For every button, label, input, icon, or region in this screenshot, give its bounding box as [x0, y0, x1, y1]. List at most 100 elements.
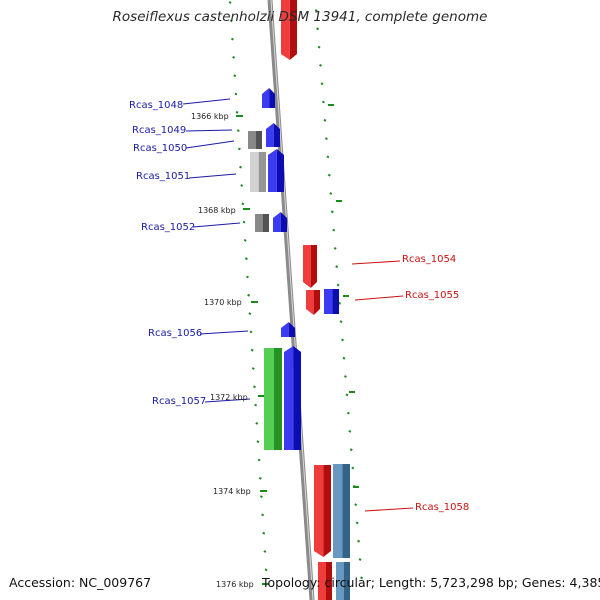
feature-face [333, 464, 343, 558]
leader-line [354, 295, 404, 301]
feature-Rcas_1051[interactable] [268, 149, 284, 192]
gene-label-Rcas_1055[interactable]: Rcas_1055 [405, 290, 459, 301]
tick-mark [249, 330, 253, 334]
feature-red-top[interactable] [281, 0, 297, 60]
feature-side [343, 562, 350, 600]
gene-label-Rcas_1051[interactable]: Rcas_1051 [136, 171, 190, 182]
tick-mark [251, 367, 255, 370]
feature-side [258, 152, 266, 192]
tick-mark [237, 147, 241, 151]
feature-Rcas_1050[interactable] [248, 131, 262, 149]
tick-mark [322, 100, 325, 104]
tick-mark [360, 576, 363, 580]
tick-mark [327, 173, 331, 177]
feature-side [332, 289, 339, 314]
kbp-label: 1368 kbp [198, 206, 236, 215]
tick-mark [228, 1, 232, 4]
tick-mark [236, 129, 240, 132]
feature-steel-bottom[interactable] [336, 562, 350, 600]
feature-face [336, 562, 344, 600]
gene-label-Rcas_1048[interactable]: Rcas_1048 [129, 100, 183, 111]
feature-Rcas_1057-green[interactable] [264, 348, 282, 450]
feature-side [325, 562, 332, 600]
feature-side [273, 348, 282, 450]
tick-mark [354, 503, 358, 506]
kbp-label: 1372 kbp [210, 393, 248, 402]
gene-label-Rcas_1057[interactable]: Rcas_1057 [152, 396, 206, 407]
gene-label-Rcas_1049[interactable]: Rcas_1049 [132, 125, 186, 136]
feature-Rcas_1049[interactable] [266, 123, 280, 147]
gene-label-Rcas_1050[interactable]: Rcas_1050 [133, 143, 187, 154]
feature-side [262, 214, 269, 232]
tick-mark [314, 9, 318, 12]
leader-line [364, 507, 414, 512]
tick-mark [346, 411, 350, 415]
feature-Rcas_1058[interactable] [333, 464, 350, 558]
tick-mark [335, 265, 339, 269]
kbp-label: 1376 kbp [216, 580, 254, 589]
tick-mark [234, 92, 238, 96]
feature-face [255, 214, 263, 232]
feature-face [250, 152, 259, 192]
gene-label-Rcas_1056[interactable]: Rcas_1056 [148, 328, 202, 339]
page-title: Roseiflexus castenholzii DSM 13941, comp… [112, 9, 488, 25]
tick-mark [330, 210, 334, 214]
feature-Rcas_1048[interactable] [262, 88, 275, 108]
leader-line [351, 260, 401, 265]
feature-face [264, 348, 274, 450]
tick-mark [239, 165, 243, 169]
tick-mark [343, 375, 347, 378]
tick-mark [316, 27, 320, 31]
tick-mark [336, 283, 340, 287]
kbp-label: 1366 kbp [191, 112, 229, 121]
gene-label-Rcas_1052[interactable]: Rcas_1052 [141, 222, 195, 233]
tick-mark [240, 184, 244, 187]
feature-Rcas_1056[interactable] [281, 322, 295, 337]
tick-mark [324, 137, 328, 140]
feature-side [288, 322, 295, 337]
tick-mark [255, 422, 259, 425]
tick-mark [250, 348, 254, 352]
tick-mark [232, 56, 236, 59]
tick-mark [263, 550, 267, 553]
tick-mark [333, 247, 337, 250]
tick-mark [329, 192, 333, 195]
feature-side [313, 290, 320, 315]
feature-face [248, 131, 256, 149]
tick-mark [259, 495, 263, 498]
feature-side [293, 346, 301, 450]
feature-face [324, 289, 333, 314]
leader-line [185, 129, 233, 132]
feature-Rcas_1058-red[interactable] [314, 465, 331, 557]
tick-mark [326, 155, 330, 159]
genome-backbone [267, 0, 315, 600]
feature-face [262, 88, 270, 108]
feature-face [281, 322, 289, 337]
tick-mark [235, 110, 239, 114]
gene-label-Rcas_1058[interactable]: Rcas_1058 [415, 502, 469, 513]
tick-mark [342, 356, 346, 360]
kbp-label: 1370 kbp [204, 298, 242, 307]
feature-Rcas_1052-left[interactable] [255, 214, 269, 232]
tick-mark [351, 466, 355, 470]
leader-line [188, 173, 237, 179]
feature-Rcas_1054[interactable] [303, 245, 317, 288]
tick-mark [246, 275, 249, 279]
tick-mark [253, 385, 256, 389]
feature-Rcas_1052[interactable] [273, 212, 287, 232]
tick-mark [349, 448, 353, 452]
feature-Rcas_1055[interactable] [324, 289, 339, 314]
feature-side [255, 131, 262, 149]
feature-Rcas_1057[interactable] [284, 346, 301, 450]
feature-side [280, 212, 287, 232]
kbp-label: 1374 kbp [213, 487, 251, 496]
leader-line [204, 398, 251, 403]
feature-Rcas_1055-red[interactable] [306, 290, 320, 315]
gene-label-Rcas_1054[interactable]: Rcas_1054 [402, 254, 456, 265]
tick-mark [242, 220, 246, 224]
feature-red-bottom[interactable] [318, 562, 332, 600]
tick-mark [248, 312, 252, 315]
feature-Rcas_1051-left[interactable] [250, 152, 266, 192]
